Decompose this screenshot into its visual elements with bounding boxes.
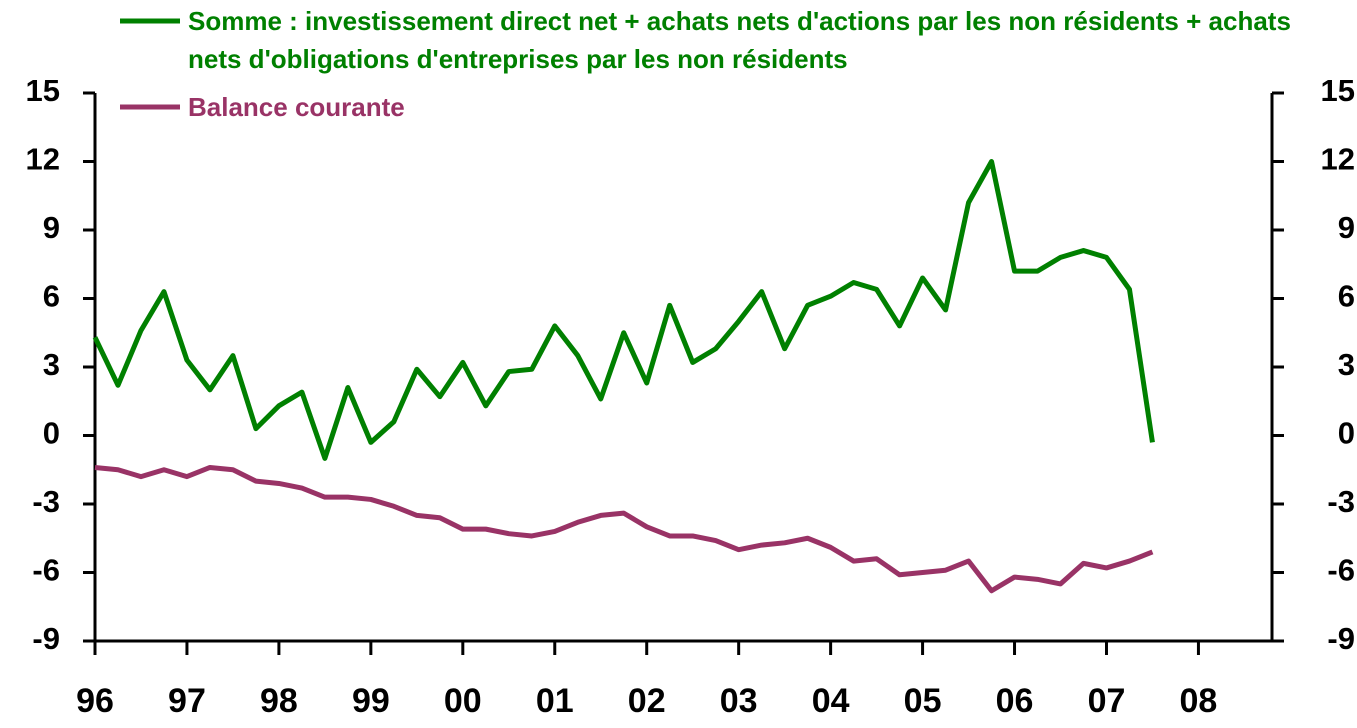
x-tick-label: 00 [444, 682, 482, 720]
x-tick-label: 07 [1088, 682, 1126, 720]
series-line [94, 464, 1154, 594]
y-tick-label: 9 [43, 210, 60, 245]
y-tick-label: -9 [32, 621, 60, 656]
y-tick-label: -6 [32, 553, 60, 588]
y2-tick-label: 12 [1321, 142, 1355, 177]
x-tick-label: 02 [628, 682, 666, 720]
y-tick-label: 3 [43, 347, 60, 382]
y2-tick-label: 15 [1321, 73, 1355, 108]
x-tick-label: 99 [352, 682, 390, 720]
y2-tick-label: 3 [1338, 347, 1355, 382]
y-tick-label: 15 [26, 73, 60, 108]
legend-label: Balance courante [188, 92, 405, 122]
x-tick-label: 04 [812, 682, 850, 720]
y2-tick-label: 6 [1338, 279, 1355, 314]
series-line [92, 159, 1155, 461]
x-tick-label: 06 [996, 682, 1034, 720]
x-tick-label: 03 [720, 682, 758, 720]
y-tick-label: 0 [43, 416, 60, 451]
y2-tick-label: -9 [1327, 621, 1355, 656]
y2-tick-label: 9 [1338, 210, 1355, 245]
y-tick-label: -3 [32, 484, 60, 519]
y-tick-label: 12 [26, 142, 60, 177]
x-tick-label: 98 [260, 682, 298, 720]
y2-tick-label: 0 [1338, 416, 1355, 451]
x-tick-label: 97 [168, 682, 206, 720]
legend-label: Somme : investissement direct net + acha… [188, 6, 1291, 74]
x-tick-label: 96 [76, 682, 114, 720]
x-tick-label: 08 [1180, 682, 1218, 720]
y-tick-label: 6 [43, 279, 60, 314]
x-tick-label: 05 [904, 682, 942, 720]
x-tick-label: 01 [536, 682, 574, 720]
y2-tick-label: -3 [1327, 484, 1355, 519]
y2-tick-label: -6 [1327, 553, 1355, 588]
